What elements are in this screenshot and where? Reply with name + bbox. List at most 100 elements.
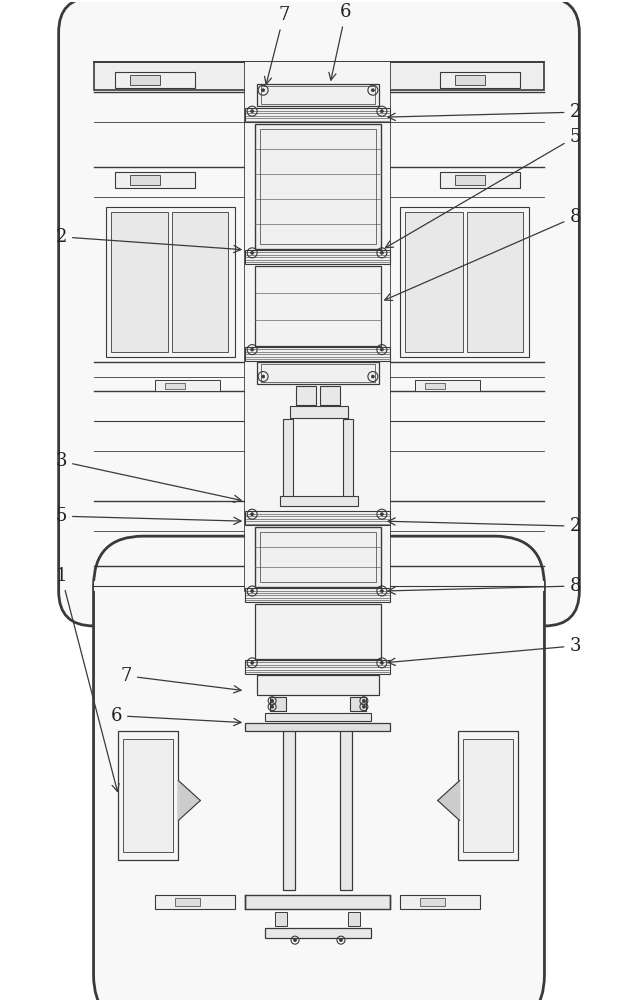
Circle shape xyxy=(380,661,383,664)
Text: 3: 3 xyxy=(56,452,241,502)
Bar xyxy=(115,72,195,88)
Bar xyxy=(400,895,480,909)
Bar xyxy=(440,72,519,88)
Text: 3: 3 xyxy=(388,637,581,665)
Circle shape xyxy=(251,513,254,516)
Bar xyxy=(348,912,360,926)
Bar xyxy=(455,175,485,185)
Text: 7: 7 xyxy=(121,667,241,693)
Text: 8: 8 xyxy=(385,208,581,300)
Bar xyxy=(255,266,381,346)
Polygon shape xyxy=(179,781,200,820)
Bar xyxy=(265,928,371,938)
Bar xyxy=(255,527,381,587)
Bar xyxy=(415,380,480,391)
Bar xyxy=(425,383,445,389)
Circle shape xyxy=(362,699,366,702)
Bar xyxy=(283,726,295,890)
Text: 5: 5 xyxy=(385,128,581,248)
Bar xyxy=(110,212,168,352)
Circle shape xyxy=(371,89,375,92)
Circle shape xyxy=(262,375,265,378)
Bar xyxy=(280,496,358,506)
Circle shape xyxy=(371,375,375,378)
Bar xyxy=(340,726,352,890)
Bar xyxy=(245,250,390,264)
Bar xyxy=(115,172,195,188)
Bar xyxy=(156,380,220,391)
Circle shape xyxy=(380,348,383,351)
Bar xyxy=(255,124,381,249)
FancyBboxPatch shape xyxy=(59,0,579,626)
Bar xyxy=(172,212,228,352)
Bar xyxy=(320,386,340,405)
Bar xyxy=(260,129,376,244)
Bar xyxy=(400,207,530,357)
Bar xyxy=(105,207,235,357)
Bar xyxy=(130,75,160,85)
Bar xyxy=(260,532,376,582)
Circle shape xyxy=(339,939,343,942)
Text: 2: 2 xyxy=(388,517,581,535)
Bar xyxy=(94,581,544,591)
Bar xyxy=(350,697,366,711)
Circle shape xyxy=(380,251,383,254)
Bar xyxy=(455,75,485,85)
Circle shape xyxy=(362,705,366,708)
Bar xyxy=(245,511,390,525)
Bar xyxy=(420,898,445,906)
Text: 6: 6 xyxy=(110,707,241,726)
Circle shape xyxy=(271,705,274,708)
Bar xyxy=(94,62,544,90)
Circle shape xyxy=(380,590,383,593)
Text: 5: 5 xyxy=(56,507,241,525)
Circle shape xyxy=(251,110,254,113)
Circle shape xyxy=(251,348,254,351)
Polygon shape xyxy=(438,781,459,820)
Circle shape xyxy=(293,939,297,942)
Circle shape xyxy=(262,89,265,92)
Bar xyxy=(296,386,316,405)
Bar xyxy=(245,588,390,602)
Bar xyxy=(275,912,287,926)
Bar xyxy=(156,895,235,909)
Bar xyxy=(257,675,379,695)
Bar xyxy=(130,175,160,185)
FancyBboxPatch shape xyxy=(94,536,544,1000)
Bar xyxy=(245,660,390,674)
Bar xyxy=(124,739,174,852)
Bar xyxy=(245,347,390,361)
Circle shape xyxy=(380,110,383,113)
Bar xyxy=(265,713,371,721)
Bar xyxy=(261,86,375,104)
Text: 2: 2 xyxy=(56,228,241,253)
Bar xyxy=(283,419,293,499)
Circle shape xyxy=(271,699,274,702)
Bar xyxy=(270,697,286,711)
Bar xyxy=(290,406,348,418)
Text: 6: 6 xyxy=(329,3,352,80)
Bar xyxy=(261,364,375,382)
Circle shape xyxy=(251,661,254,664)
Bar xyxy=(245,895,390,909)
Bar xyxy=(257,84,379,106)
Bar xyxy=(343,419,353,499)
Bar xyxy=(463,739,512,852)
Bar xyxy=(440,172,519,188)
Bar xyxy=(257,362,379,384)
Bar xyxy=(165,383,185,389)
Bar xyxy=(255,604,381,659)
Bar xyxy=(175,898,200,906)
Bar xyxy=(119,731,179,860)
Bar xyxy=(245,723,390,731)
Circle shape xyxy=(380,513,383,516)
Bar xyxy=(404,212,463,352)
Bar xyxy=(457,731,517,860)
Circle shape xyxy=(251,590,254,593)
Text: 2: 2 xyxy=(388,103,581,121)
Bar xyxy=(245,108,390,122)
Circle shape xyxy=(251,251,254,254)
Text: 7: 7 xyxy=(265,6,290,84)
Bar xyxy=(245,62,390,591)
Text: 8: 8 xyxy=(388,577,581,595)
